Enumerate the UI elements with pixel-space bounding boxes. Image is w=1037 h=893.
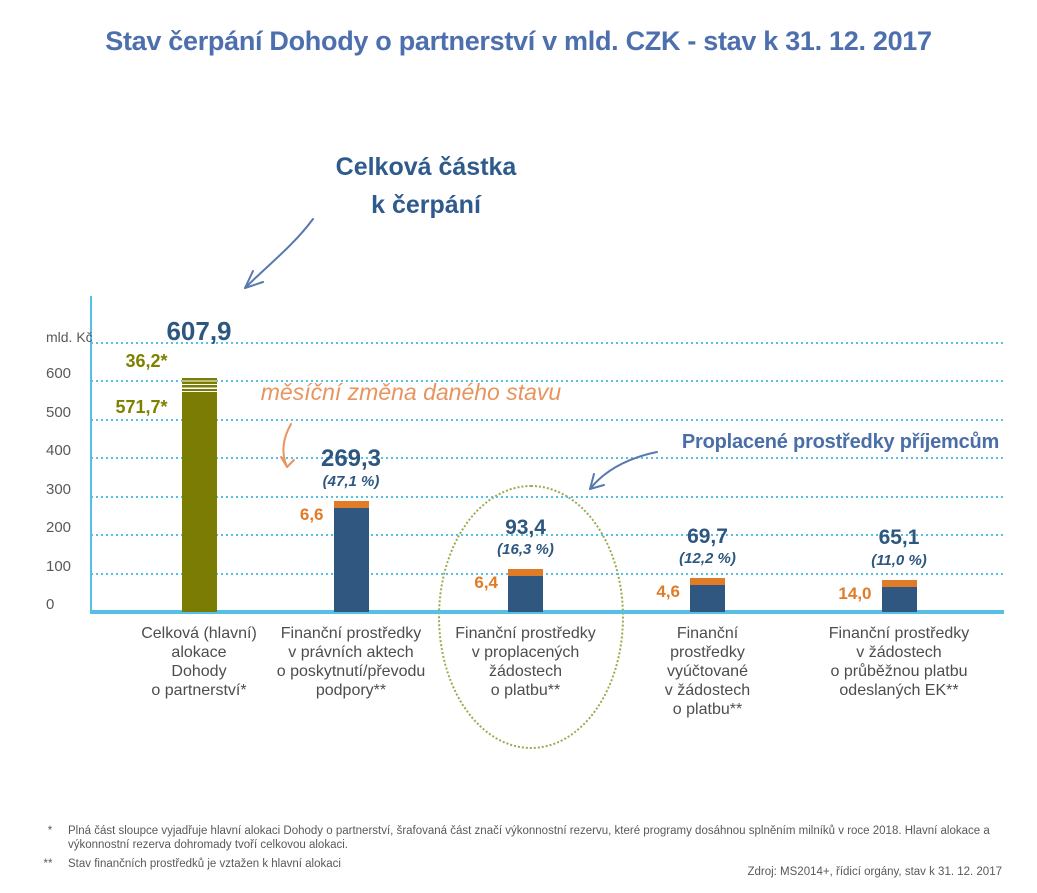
bar-total-label: 65,1 xyxy=(878,526,920,550)
annotation-total-amount: Celková částka k čerpání xyxy=(335,153,517,219)
gridline xyxy=(91,418,1004,421)
y-axis-line xyxy=(90,296,92,614)
bar-monthly-change-label: 6,6 xyxy=(299,505,324,525)
bar-monthly-change-segment xyxy=(690,578,725,586)
category-label: Finanční prostředky v proplacených žádos… xyxy=(455,625,596,699)
category-label: Celková (hlavní) alokace Dohody o partne… xyxy=(141,625,257,699)
annotation-monthly-change: měsíční změna daného stavu xyxy=(260,379,562,405)
bar-percent-label: (11,0 %) xyxy=(871,551,927,569)
gridline xyxy=(91,534,1004,536)
bar-monthly-change-label: 6,4 xyxy=(474,573,498,593)
annotation-paid-out: Proplacené prostředky příjemcům xyxy=(681,431,1000,453)
gridline xyxy=(91,495,1004,498)
bar-main-allocation-segment xyxy=(181,391,217,612)
bar-monthly-change-segment xyxy=(881,579,917,587)
bar-reserve-label: 36,2* xyxy=(125,350,168,371)
y-tick-label: 600 xyxy=(46,365,72,382)
y-tick-label: 200 xyxy=(46,519,72,536)
footnote-1-marker: * xyxy=(47,825,53,837)
bar-total-label: 69,7 xyxy=(687,524,728,548)
gridline xyxy=(91,457,1004,459)
bar-percent-label: (47,1 %) xyxy=(322,473,380,491)
bar-value-segment xyxy=(508,576,543,612)
bar-value-segment xyxy=(690,585,725,612)
bar-monthly-change-label: 14,0 xyxy=(838,583,872,603)
y-tick-label: 400 xyxy=(46,442,72,459)
bar-monthly-change-label: 4,6 xyxy=(656,582,680,602)
footnote-1-text: Plná část sloupce vyjadřuje hlavní aloka… xyxy=(68,825,990,851)
bar-total-label: 93,4 xyxy=(505,515,546,539)
bar-value-segment xyxy=(881,586,917,612)
gridline xyxy=(91,380,1004,382)
bar-total-label: 269,3 xyxy=(320,445,382,473)
gridline xyxy=(91,341,1004,344)
y-tick-label: 300 xyxy=(46,480,72,498)
bar-percent-label: (16,3 %) xyxy=(497,541,554,559)
chart-title: Stav čerpání Dohody o partnerství v mld.… xyxy=(105,26,932,56)
x-axis-line xyxy=(91,610,1004,614)
bar-monthly-change-segment xyxy=(333,501,369,509)
category-label: Finanční prostředky v právních aktech o … xyxy=(276,625,426,699)
y-tick-label: 500 xyxy=(46,403,72,421)
bar-total-label: 607,9 xyxy=(166,315,232,346)
y-tick-label: 100 xyxy=(46,557,72,575)
category-label: Finanční prostředky v žádostech o průběž… xyxy=(828,625,970,699)
source-note: Zdroj: MS2014+, řídicí orgány, stav k 31… xyxy=(747,866,1002,878)
bar-value-segment xyxy=(333,508,369,612)
gridline xyxy=(91,572,1004,575)
footnote-2-text: Stav finančních prostředků je vztažen k … xyxy=(68,858,341,870)
y-tick-label: 0 xyxy=(46,596,55,613)
y-axis-unit-label: mld. Kč xyxy=(46,329,93,345)
bar-main-allocation-label: 571,7* xyxy=(115,396,168,417)
category-label: Finanční prostředky vyúčtované v žádoste… xyxy=(664,625,751,718)
bar-percent-label: (12,2 %) xyxy=(679,550,736,568)
bar-monthly-change-segment xyxy=(508,569,543,577)
footnote-2-marker: ** xyxy=(43,858,53,870)
highlight-ellipse xyxy=(438,485,624,749)
